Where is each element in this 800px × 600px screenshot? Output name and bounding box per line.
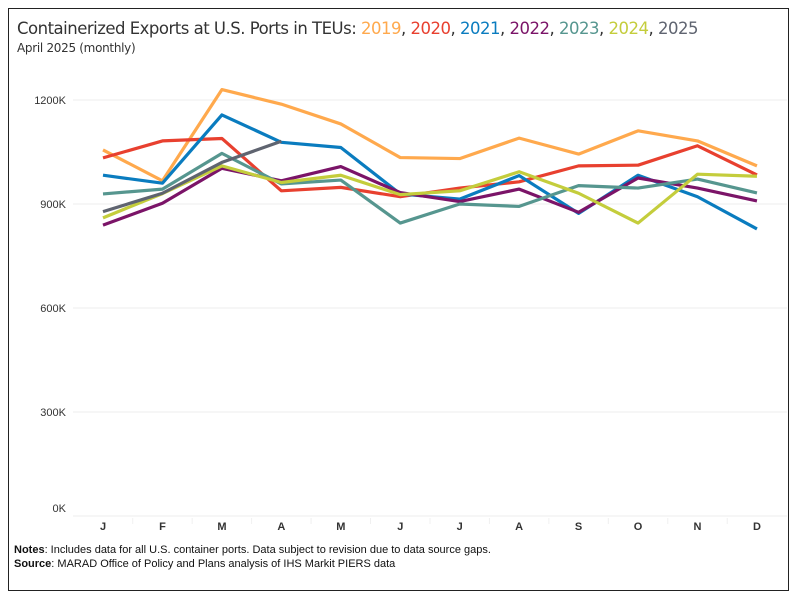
x-tick-label: A: [515, 521, 523, 533]
chart-title: Containerized Exports at U.S. Ports in T…: [17, 19, 699, 38]
legend-year-2019: 2019: [361, 19, 402, 38]
x-tick-label: S: [575, 521, 582, 533]
title-prefix: Containerized Exports at U.S. Ports in T…: [17, 19, 362, 38]
series-line-2025: [102, 139, 282, 214]
x-tick-label: J: [100, 521, 106, 533]
x-tick-label: N: [694, 521, 702, 533]
legend-year-2020: 2020: [410, 19, 452, 38]
y-tick-label: 900K: [40, 199, 66, 211]
y-tick-label: 600K: [40, 303, 66, 315]
y-tick-label: 1200K: [34, 95, 66, 107]
series-line-2022: [102, 164, 758, 227]
x-tick-label: J: [397, 521, 403, 533]
legend-separator: ,: [648, 19, 659, 38]
notes-label: Notes: [14, 544, 45, 556]
y-tick-label: 0K: [53, 503, 67, 515]
series-line-2023: [102, 151, 758, 225]
title-years-legend: 2019, 2020, 2021, 2022, 2023, 2024, 2025: [361, 19, 699, 38]
x-tick-label: O: [634, 521, 643, 533]
series-line-2019: [102, 87, 758, 183]
legend-year-2023: 2023: [559, 19, 600, 38]
legend-year-2021: 2021: [460, 19, 501, 38]
source: Source: MARAD Office of Policy and Plans…: [14, 558, 395, 570]
source-label: Source: [14, 558, 52, 570]
series-line-2024: [102, 164, 758, 225]
x-tick-label: M: [336, 521, 345, 533]
x-tick-label: F: [159, 521, 166, 533]
notes: Notes: Includes data for all U.S. contai…: [14, 544, 491, 556]
legend-year-2025: 2025: [658, 19, 699, 38]
legend-separator: ,: [549, 19, 560, 38]
y-tick-label: 300K: [40, 407, 66, 419]
legend-year-2024: 2024: [608, 19, 650, 38]
x-tick-label: A: [277, 521, 285, 533]
x-tick-label: J: [457, 521, 463, 533]
notes-text: : Includes data for all U.S. container p…: [44, 544, 491, 556]
legend-separator: ,: [500, 19, 510, 38]
chart-subtitle: April 2025 (monthly): [17, 41, 136, 55]
x-tick-label: M: [217, 521, 226, 533]
chart-frame: [8, 8, 789, 591]
legend-year-2022: 2022: [509, 19, 551, 38]
legend-separator: ,: [599, 19, 609, 38]
legend-separator: ,: [401, 19, 411, 38]
x-tick-label: D: [753, 521, 761, 533]
source-text: : MARAD Office of Policy and Plans analy…: [51, 558, 396, 570]
legend-separator: ,: [450, 19, 461, 38]
